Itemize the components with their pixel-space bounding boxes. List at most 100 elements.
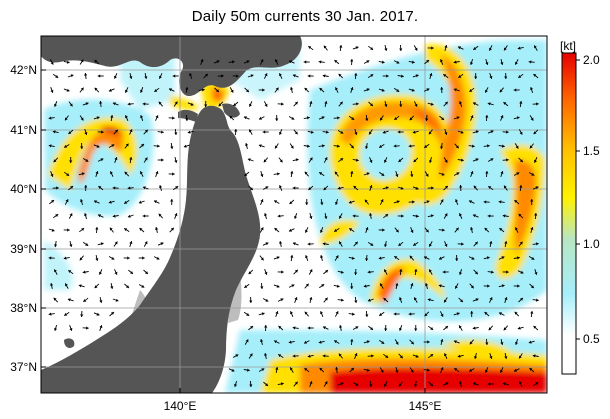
current-vector-arrowhead [335, 202, 339, 205]
current-vector-arrowhead [125, 143, 129, 147]
current-vector-arrowhead [485, 62, 489, 65]
current-vector-arrowhead [469, 200, 472, 204]
current-vector-arrowhead [99, 325, 103, 329]
current-vector-arrowhead [69, 244, 73, 247]
lon-label-140: 140°E [164, 399, 197, 413]
current-vector-arrowhead [169, 88, 172, 92]
current-vector-arrowhead [461, 242, 464, 246]
current-vector-arrowhead [280, 298, 284, 302]
current-vector-arrowhead [54, 244, 58, 247]
current-vector-arrowhead [112, 102, 116, 106]
current-vector-arrowhead [384, 159, 387, 163]
current-vector-arrowhead [304, 311, 308, 315]
current-vector-arrowhead [109, 227, 113, 231]
current-vector-arrowhead [415, 74, 419, 78]
current-vector-arrowhead [501, 284, 505, 288]
current-vector-arrowhead [499, 89, 503, 93]
frame-ticks [41, 69, 426, 393]
current-vector-arrowhead [290, 171, 294, 174]
current-vector-arrowhead [408, 312, 412, 316]
current-vector-arrowhead [504, 185, 507, 189]
current-vector-arrowhead [334, 60, 338, 63]
colorbar-tick-0-5: 0.5 [583, 332, 600, 346]
current-vector-arrowhead [366, 88, 370, 92]
current-vector-arrowhead [108, 88, 112, 92]
current-vector-arrowhead [460, 130, 464, 134]
current-vector-arrowhead [155, 171, 159, 175]
colorbar-gradient [561, 52, 577, 375]
current-vector-arrowhead [260, 339, 264, 342]
current-vector-arrowhead [530, 117, 534, 121]
current-vector-arrowhead [304, 340, 307, 344]
current-vector-arrowhead [398, 243, 402, 246]
current-vector-arrowhead [244, 173, 248, 176]
current-vector-arrowhead [366, 172, 370, 176]
map-frame [40, 35, 548, 394]
current-vector-arrowhead [265, 298, 269, 302]
current-vectors [48, 44, 539, 388]
current-vector-arrowhead [234, 129, 238, 132]
current-vector-arrowhead [288, 340, 292, 344]
current-vector-arrowhead [456, 172, 460, 176]
current-vector-arrowhead [250, 326, 254, 329]
current-vector-arrowhead [70, 74, 74, 78]
current-vector-arrowhead [94, 285, 98, 289]
lat-label-42: 42°N [10, 63, 37, 77]
current-vector-arrowhead [259, 116, 262, 120]
current-vector-arrowhead [114, 271, 118, 275]
land-masses [41, 36, 302, 393]
current-vector-arrowhead [425, 283, 429, 286]
current-vector-arrowhead [243, 116, 247, 120]
current-vector-arrowhead [381, 88, 385, 92]
current-vector-arrowhead [189, 73, 193, 76]
current-vector-arrowhead [382, 228, 385, 232]
current-vector-arrowhead [114, 241, 118, 245]
current-vector-arrowhead [303, 60, 307, 64]
current-vector-arrowhead [514, 311, 518, 315]
current-vector-arrowhead [350, 367, 354, 371]
current-vector-arrowhead [536, 102, 539, 106]
current-vector-arrowhead [309, 216, 313, 219]
current-vector-arrowhead [279, 131, 282, 135]
current-vector-arrowhead [292, 326, 296, 330]
current-vector-arrowhead [276, 256, 280, 260]
current-vector-arrowhead [155, 227, 159, 230]
colorbar-unit: [kt] [560, 39, 576, 53]
current-vector-arrowhead [129, 157, 133, 160]
current-vector-arrowhead [142, 102, 146, 106]
current-vector-arrowhead [292, 354, 296, 358]
current-vector-arrowhead [440, 367, 444, 371]
current-vector-arrowhead [265, 242, 269, 246]
current-vector-arrowhead [456, 312, 460, 316]
current-vector-arrowhead [334, 340, 338, 344]
current-vector-arrowhead [279, 185, 282, 189]
current-vector-arrowhead [339, 215, 342, 219]
lat-label-39: 39°N [10, 242, 37, 256]
current-vector-arrowhead [502, 214, 506, 218]
current-vector-arrowhead [53, 159, 57, 163]
current-vector-arrowhead [145, 271, 148, 274]
current-vector-arrowhead [401, 74, 404, 78]
current-vector-arrowhead [369, 384, 373, 387]
current-vector-arrowhead [289, 201, 293, 204]
current-vector-arrowhead [515, 342, 519, 345]
current-vector-arrowhead [444, 101, 448, 105]
current-vector-arrowhead [231, 368, 235, 372]
current-vector-arrowhead [489, 75, 493, 79]
current-vector-arrowhead [440, 339, 444, 342]
current-vector-arrowhead [385, 214, 389, 217]
current-vector-arrowhead [410, 174, 414, 177]
current-vector-arrowhead [250, 74, 254, 78]
current-vector-arrowhead [277, 172, 280, 176]
current-vector-arrowhead [425, 173, 429, 177]
current-vector-arrowhead [514, 200, 518, 203]
current-vector-arrowhead [381, 173, 385, 176]
current-vector-arrowhead [530, 87, 534, 90]
current-vector-arrowhead [365, 118, 369, 121]
current-vector-arrowhead [289, 60, 292, 64]
current-vector-arrowhead [275, 145, 278, 149]
current-vector-arrowhead [274, 228, 278, 231]
current-vector-arrowhead [531, 172, 535, 176]
current-vector-arrowhead [533, 325, 537, 329]
current-vector-arrowhead [444, 132, 448, 135]
